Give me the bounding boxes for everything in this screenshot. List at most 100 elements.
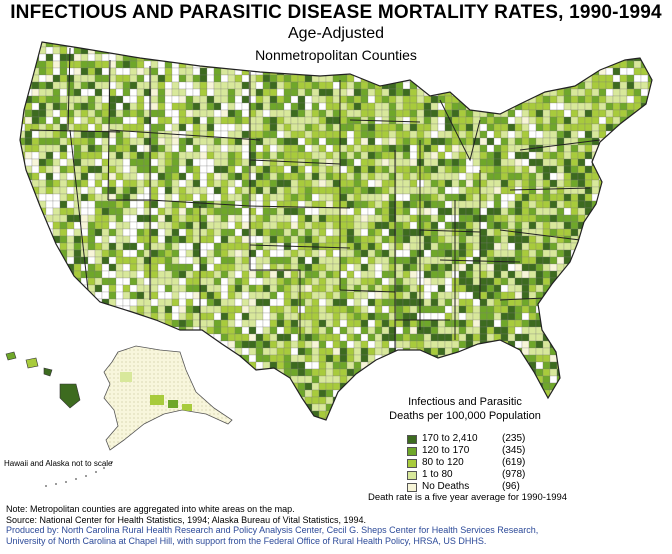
county-cell (626, 158, 635, 167)
county-cell (500, 270, 509, 279)
county-cell (360, 228, 369, 237)
county-cell (381, 298, 390, 307)
county-cell (108, 214, 117, 223)
county-cell (66, 179, 75, 188)
county-cell (122, 284, 131, 293)
county-cell (374, 382, 383, 391)
county-cell (269, 151, 278, 160)
county-cell (626, 333, 635, 342)
county-cell (549, 151, 558, 160)
county-cell (241, 186, 250, 195)
county-cell (633, 410, 642, 419)
county-cell (255, 193, 264, 202)
county-cell (94, 95, 103, 104)
county-cell (479, 277, 488, 286)
county-cell (430, 172, 439, 181)
county-cell (325, 235, 334, 244)
county-cell (283, 305, 292, 314)
county-cell (521, 151, 530, 160)
county-cell (633, 123, 642, 132)
county-cell (444, 172, 453, 181)
county-cell (220, 263, 229, 272)
county-cell (227, 179, 236, 188)
county-cell (31, 109, 40, 118)
county-cell (31, 158, 40, 167)
county-cell (430, 375, 439, 384)
county-cell (87, 130, 96, 139)
county-cell (171, 172, 180, 181)
county-cell (409, 249, 418, 258)
county-cell (402, 186, 411, 195)
county-cell (227, 368, 236, 377)
county-cell (143, 319, 152, 328)
county-cell (73, 109, 82, 118)
county-cell (87, 347, 96, 356)
county-cell (276, 144, 285, 153)
county-cell (80, 158, 89, 167)
county-cell (556, 144, 565, 153)
county-cell (430, 74, 439, 83)
county-cell (192, 123, 201, 132)
county-cell (66, 214, 75, 223)
county-cell (94, 242, 103, 251)
county-cell (647, 354, 652, 363)
county-cell (164, 123, 173, 132)
county-cell (45, 382, 54, 391)
county-cell (325, 277, 334, 286)
county-cell (206, 256, 215, 265)
county-cell (143, 326, 152, 335)
county-cell (24, 144, 33, 153)
county-cell (605, 361, 614, 370)
county-cell (381, 228, 390, 237)
county-cell (577, 67, 586, 76)
county-cell (395, 368, 404, 377)
county-cell (108, 333, 117, 342)
county-cell (521, 116, 530, 125)
county-cell (192, 305, 201, 314)
county-cell (318, 172, 327, 181)
county-cell (339, 340, 348, 349)
county-cell (332, 214, 341, 223)
county-cell (227, 109, 236, 118)
county-cell (59, 151, 68, 160)
county-cell (619, 361, 628, 370)
county-cell (227, 221, 236, 230)
county-cell (157, 417, 166, 420)
county-cell (444, 144, 453, 153)
county-cell (38, 312, 47, 321)
county-cell (486, 214, 495, 223)
county-cell (297, 102, 306, 111)
county-cell (458, 221, 467, 230)
county-cell (409, 242, 418, 251)
county-cell (535, 74, 544, 83)
county-cell (563, 109, 572, 118)
county-cell (66, 368, 75, 377)
county-cell (521, 158, 530, 167)
county-cell (381, 312, 390, 321)
county-cell (164, 102, 173, 111)
county-cell (276, 235, 285, 244)
county-cell (619, 263, 628, 272)
county-cell (311, 284, 320, 293)
county-cell (535, 186, 544, 195)
county-cell (465, 277, 474, 286)
county-cell (157, 270, 166, 279)
county-cell (20, 74, 26, 83)
county-cell (255, 319, 264, 328)
county-cell (171, 291, 180, 300)
county-cell (465, 347, 474, 356)
county-cell (122, 165, 131, 174)
county-cell (276, 102, 285, 111)
county-cell (171, 221, 180, 230)
county-cell (31, 333, 40, 342)
county-cell (486, 200, 495, 209)
county-cell (164, 88, 173, 97)
county-cell (136, 235, 145, 244)
county-cell (276, 207, 285, 216)
county-cell (619, 214, 628, 223)
county-cell (38, 417, 47, 420)
county-cell (640, 193, 649, 202)
county-cell (612, 193, 621, 202)
county-cell (500, 144, 509, 153)
county-cell (598, 256, 607, 265)
